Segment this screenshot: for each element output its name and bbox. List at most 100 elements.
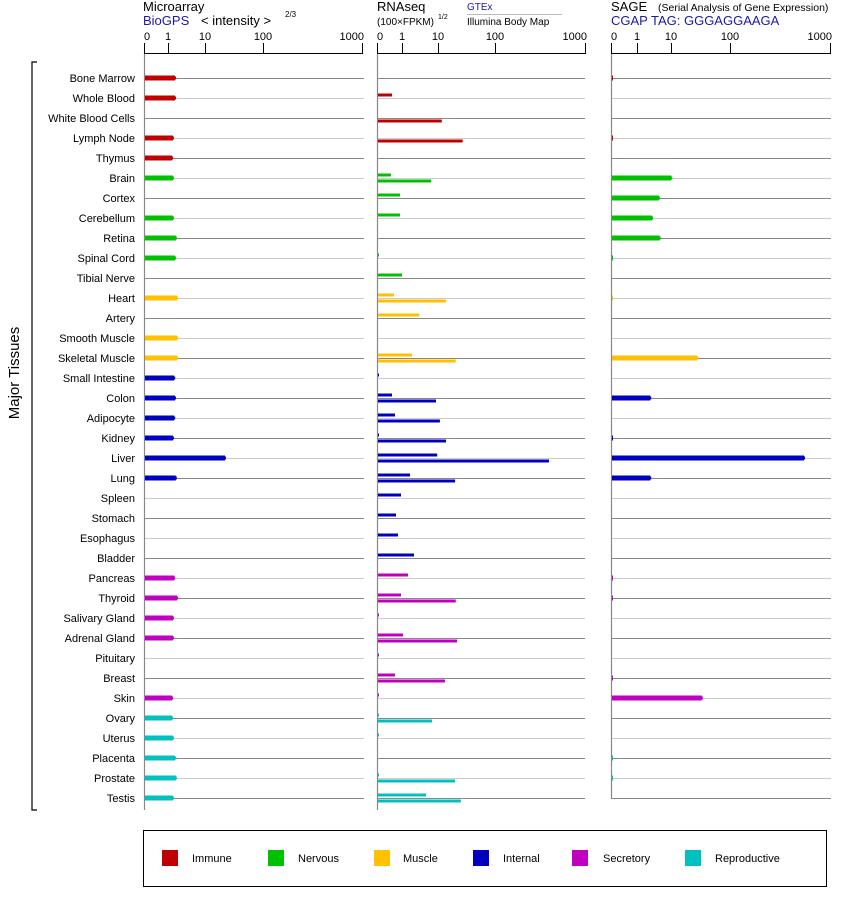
tissue-label: Smooth Muscle <box>59 333 135 345</box>
rnaseq-gtex-bar <box>378 293 394 297</box>
tissue-label: Stomach <box>92 513 135 525</box>
microarray-bar-cap <box>176 356 179 360</box>
tissue-label: Pancreas <box>89 573 136 585</box>
microarray-bar <box>145 795 173 801</box>
sage-bar-cap <box>658 236 661 240</box>
microarray-scale-exponent: 2/3 <box>285 10 297 19</box>
microarray-bar <box>145 355 178 361</box>
rnaseq-gtex-bar <box>378 713 379 717</box>
sage-bar <box>612 135 613 141</box>
sage-bar <box>612 455 804 461</box>
rnaseq-tick-label: 1 <box>399 31 405 43</box>
microarray-bar-cap <box>171 176 174 180</box>
microarray-bar <box>145 635 173 641</box>
rnaseq-illumina-bar <box>378 719 432 723</box>
microarray-bar-cap <box>171 136 174 140</box>
sage-bar <box>612 695 702 701</box>
rnaseq-tick-label: 10 <box>432 31 444 43</box>
tissue-label: Liver <box>111 453 135 465</box>
microarray-bar <box>145 695 173 701</box>
legend-swatch-internal <box>473 850 489 866</box>
microarray-bar-cap <box>173 396 176 400</box>
sage-bar <box>612 235 660 241</box>
rnaseq-tick-label: 100 <box>486 31 504 43</box>
illumina-label: Illumina Body Map <box>467 17 550 28</box>
sage-bar <box>612 295 613 301</box>
microarray-bar-cap <box>173 96 176 100</box>
microarray-bar <box>145 235 176 241</box>
tissue-label: Skeletal Muscle <box>58 353 135 365</box>
sage-bar <box>612 395 651 401</box>
gtex-link[interactable]: GTEx <box>467 2 493 13</box>
microarray-bar <box>145 715 173 721</box>
legend: Immune Nervous Muscle Internal Secretory Repr… <box>162 850 780 866</box>
rnaseq-gtex-bar <box>378 653 379 657</box>
tissue-label: Heart <box>108 293 135 305</box>
tissue-label: Salivary Gland <box>63 613 135 625</box>
tissue-label: Small Intestine <box>63 373 135 385</box>
rnaseq-illumina-bar <box>378 479 456 483</box>
microarray-bar-cap <box>174 476 177 480</box>
rnaseq-illumina-bar <box>378 779 456 783</box>
rnaseq-illumina-bar <box>378 639 457 643</box>
microarray-bar <box>145 755 175 761</box>
sage-bar-cap <box>649 476 652 480</box>
microarray-tick-label: 0 <box>144 31 150 43</box>
rnaseq-gtex-bar <box>378 433 379 437</box>
microarray-bar-cap <box>176 336 179 340</box>
sage-bar-cap <box>700 696 703 700</box>
cgap-tag-link[interactable]: CGAP TAG: GGGAGGAAGA <box>611 13 780 28</box>
tissue-label: Ovary <box>106 713 136 725</box>
rnaseq-illumina-bar <box>378 679 445 683</box>
sage-bar <box>612 475 651 481</box>
microarray-bar <box>145 575 175 581</box>
rnaseq-gtex-bar <box>378 93 392 97</box>
rnaseq-illumina-bar <box>378 439 446 443</box>
rnaseq-gtex-bar <box>378 173 391 177</box>
tissue-label: Thyroid <box>98 593 135 605</box>
rnaseq-gtex-bar <box>378 673 395 677</box>
microarray-bar-cap <box>173 756 176 760</box>
tissue-label: Tibial Nerve <box>77 273 135 285</box>
legend-swatch-secretory <box>572 850 588 866</box>
tissue-label: Whole Blood <box>73 93 135 105</box>
tissue-label: Prostate <box>94 773 135 785</box>
microarray-bar <box>145 415 175 421</box>
rnaseq-illumina-bar <box>378 359 456 363</box>
sage-bar <box>612 575 613 581</box>
biogps-link[interactable]: BioGPS <box>143 13 190 28</box>
tissue-label: Skin <box>114 693 135 705</box>
rnaseq-tick-label: 1000 <box>563 31 587 43</box>
microarray-bar <box>145 595 178 601</box>
microarray-bar <box>145 335 178 341</box>
rnaseq-illumina-bar <box>378 139 463 143</box>
rnaseq-gtex-bar <box>378 413 395 417</box>
legend-label-internal: Internal <box>503 853 540 865</box>
microarray-tick-label: 100 <box>254 31 272 43</box>
microarray-bar-cap <box>173 576 176 580</box>
rnaseq-illumina-bar <box>378 179 432 183</box>
microarray-tick-label: 10 <box>199 31 211 43</box>
microarray-bar-cap <box>174 236 177 240</box>
sage-bar <box>612 595 613 601</box>
rnaseq-gtex-bar <box>378 253 379 257</box>
microarray-bar-cap <box>171 436 174 440</box>
rnaseq-gtex-bar <box>378 453 438 457</box>
tissue-label: Pituitary <box>95 653 135 665</box>
plot-area: 0 1 10 100 1000 0 1 10 100 1000 0 1 10 100 1000 Bone Ma… <box>48 31 832 810</box>
sage-bar <box>612 195 659 201</box>
sage-tick-label: 1000 <box>808 31 832 43</box>
legend-label-reproductive: Reproductive <box>715 853 780 865</box>
sage-bar-cap <box>651 216 654 220</box>
microarray-bar-cap <box>173 376 176 380</box>
rnaseq-gtex-bar <box>378 353 412 357</box>
microarray-bar-cap <box>171 216 174 220</box>
rnaseq-scale-exponent: 1/2 <box>438 14 448 21</box>
microarray-bar <box>145 75 175 81</box>
tissue-label: Adrenal Gland <box>65 633 135 645</box>
microarray-tick-label: 1000 <box>340 31 364 43</box>
legend-label-muscle: Muscle <box>403 853 438 865</box>
tissue-label: Spinal Cord <box>78 253 135 265</box>
sage-bar-cap <box>657 196 660 200</box>
